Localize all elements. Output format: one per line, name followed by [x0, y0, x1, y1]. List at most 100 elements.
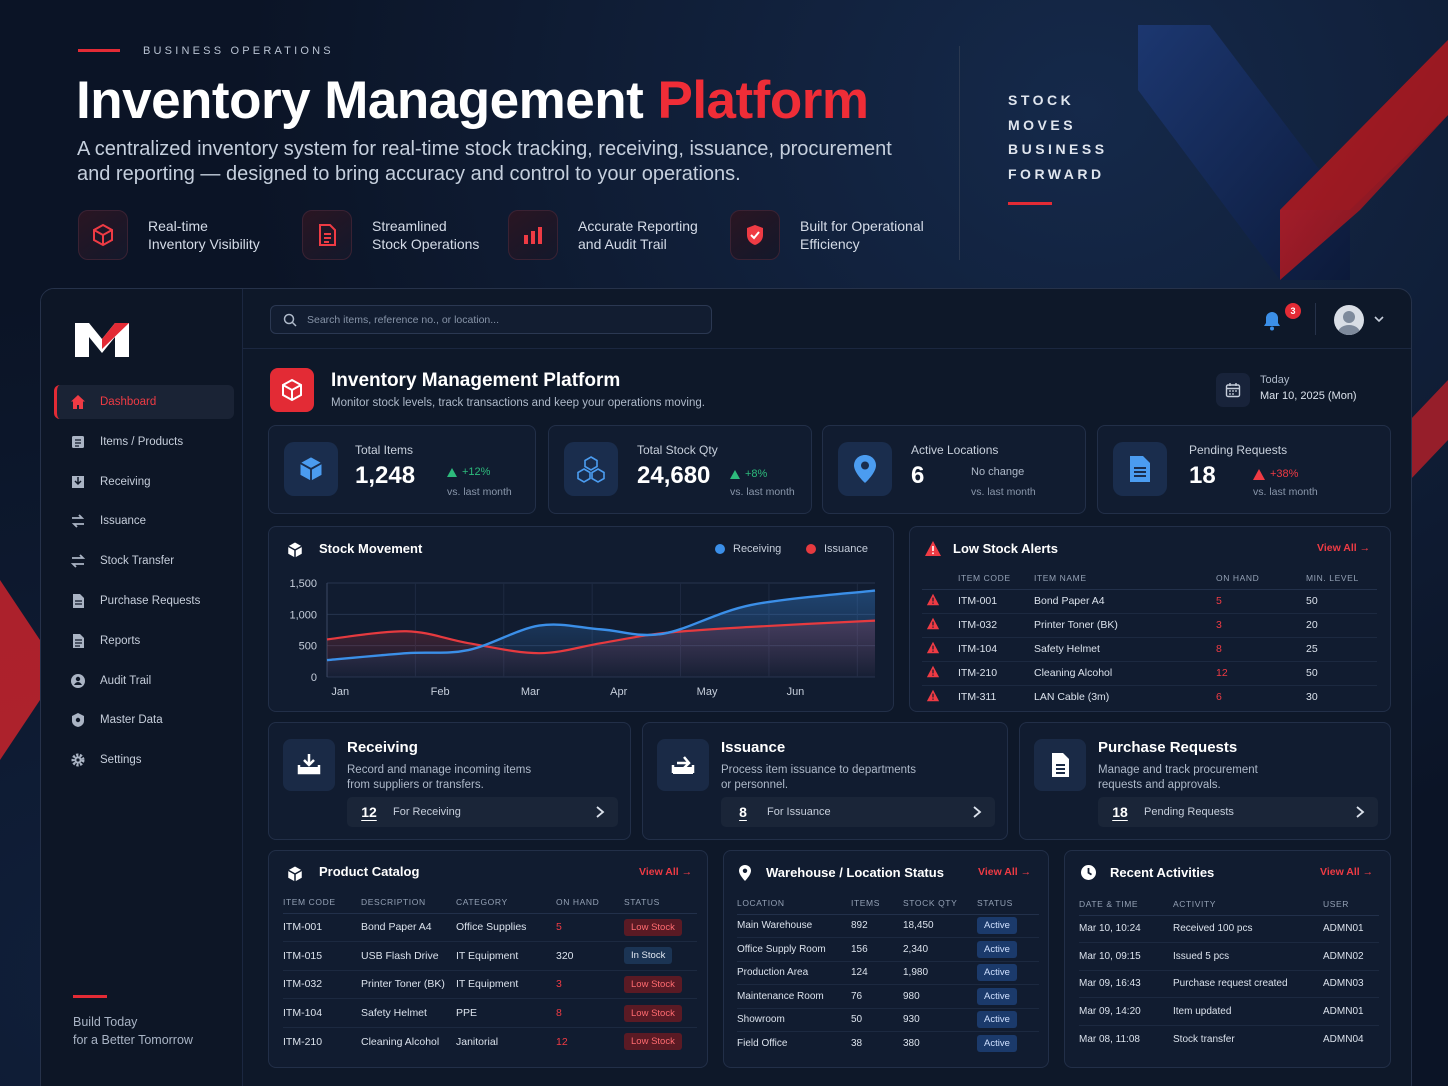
table-row[interactable]: ITM-311 LAN Cable (3m) 6 30 [922, 685, 1377, 709]
search-box[interactable] [270, 305, 712, 334]
table-cell: IT Equipment [456, 970, 556, 1000]
view-all-low-stock[interactable]: View All → [1317, 542, 1370, 554]
sidebar-item-items-products[interactable]: Items / Products [54, 425, 234, 459]
stat-delta: +8% [730, 468, 767, 480]
feature-label: Real-time Inventory Visibility [148, 218, 260, 252]
stat-value: 18 [1189, 462, 1216, 489]
right-red-shape [1410, 380, 1448, 480]
chevron-down-icon[interactable] [1373, 313, 1385, 325]
table-cell: Low Stock [624, 970, 697, 1000]
table-row[interactable]: Maintenance Room 76 980 Active [737, 984, 1039, 1009]
table-row[interactable]: ITM-001 Bond Paper A4 Office Supplies 5 Low … [283, 913, 697, 943]
col-header: STATUS [977, 892, 1039, 915]
feature-label: Streamlined Stock Operations [372, 218, 480, 252]
warehouse-title: Warehouse / Location Status [766, 865, 944, 880]
stat-value: 6 [911, 462, 925, 489]
stat-value: 24,680 [637, 462, 711, 489]
stat-label: Total Items [355, 443, 414, 457]
stat-delta-text: +12% [462, 466, 491, 478]
table-row[interactable]: ITM-104 Safety Helmet 8 25 [922, 637, 1377, 662]
warehouse-table: LOCATION ITEMS STOCK QTY STATUS Main War… [737, 892, 1039, 1055]
table-row[interactable]: Main Warehouse 892 18,450 Active [737, 914, 1039, 938]
view-all-warehouse[interactable]: View All → [978, 866, 1031, 878]
action-description: Process item issuance to departments or … [721, 764, 916, 791]
view-all-activities[interactable]: View All → [1320, 866, 1373, 878]
table-cell: ADMN01 [1323, 997, 1379, 1026]
table-row[interactable]: Mar 09, 16:43 Purchase request created ADM… [1079, 970, 1379, 998]
table-row[interactable]: Mar 09, 14:20 Item updated ADMN01 [1079, 997, 1379, 1026]
document-icon [1034, 739, 1086, 791]
table-row[interactable]: Mar 10, 10:24 Received 100 pcs ADMN01 [1079, 915, 1379, 943]
sidebar-item-dashboard[interactable]: Dashboard [54, 385, 234, 419]
table-cell: 8 [1216, 637, 1306, 662]
table-cell: 38 [851, 1038, 863, 1049]
table-cell: PPE [456, 998, 556, 1028]
col-header: STATUS [624, 891, 697, 914]
hero-title: Inventory Management Platform [76, 70, 869, 131]
table-row[interactable]: Office Supply Room 156 2,340 Active [737, 937, 1039, 962]
arrow-right-icon: → [681, 866, 693, 878]
table-cell: 2,340 [903, 937, 977, 962]
table-row[interactable]: Production Area 124 1,980 Active [737, 961, 1039, 985]
table-row[interactable]: Mar 08, 11:08 Stock transfer ADMN04 [1079, 1025, 1379, 1053]
arrow-right-icon: → [1359, 542, 1371, 554]
sidebar-item-receiving[interactable]: Receiving [54, 465, 234, 499]
table-row[interactable]: Mar 10, 09:15 Issued 5 pcs ADMN02 [1079, 942, 1379, 971]
chevron-right-icon [971, 805, 983, 824]
action-link-label: For Receiving [393, 806, 461, 818]
x-tick-label: Apr [610, 686, 627, 698]
inbox-icon [70, 474, 86, 490]
sidebar-item-purchase-requests[interactable]: Purchase Requests [54, 584, 234, 618]
sidebar-item-label: Settings [100, 754, 142, 767]
page-subtitle: Monitor stock levels, track transactions… [331, 397, 705, 409]
action-link-purchase-requests[interactable]: 18 Pending Requests [1098, 797, 1378, 827]
view-all-label: View All [1320, 866, 1360, 878]
table-row[interactable]: ITM-032 Printer Toner (BK) IT Equipment 3 Lo… [283, 970, 697, 1000]
low-stock-table: ITEM CODE ITEM NAME ON HAND MIN. LEVEL I… [922, 567, 1377, 709]
sidebar-item-reports[interactable]: Reports [54, 624, 234, 658]
cube-icon [270, 368, 314, 412]
table-row[interactable]: Showroom 50 930 Active [737, 1008, 1039, 1032]
action-title: Issuance [721, 739, 786, 756]
table-row[interactable]: ITM-015 USB Flash Drive IT Equipment 320 In … [283, 941, 697, 971]
table-cell: 156 [851, 937, 903, 962]
stat-delta-text: +38% [1270, 468, 1299, 480]
table-row[interactable]: Field Office 38 380 Active [737, 1032, 1039, 1056]
table-row[interactable]: ITM-032 Printer Toner (BK) 3 20 [922, 613, 1377, 638]
action-link-issuance[interactable]: 8 For Issuance [721, 797, 995, 827]
legend-label: Receiving [733, 543, 782, 555]
table-row[interactable]: ITM-210 Cleaning Alcohol Janitorial 12 Low S… [283, 1027, 697, 1056]
stat-delta-text: +8% [745, 468, 768, 480]
table-row[interactable]: ITM-210 Cleaning Alcohol 12 50 [922, 661, 1377, 686]
sidebar-item-issuance[interactable]: Issuance [54, 504, 234, 538]
avatar[interactable] [1334, 305, 1364, 335]
search-input[interactable] [307, 313, 687, 326]
col-header: ON HAND [556, 891, 624, 914]
app-logo [75, 323, 129, 357]
topbar: 3 [243, 289, 1411, 349]
view-all-catalog[interactable]: View All → [639, 866, 692, 878]
sidebar: Dashboard Items / Products Receiving Issuan… [41, 289, 243, 1086]
col-header: ITEM CODE [958, 567, 1034, 590]
table-cell: Showroom [737, 1008, 851, 1032]
main-content: Inventory Management Platform Monitor st… [243, 349, 1411, 1086]
sidebar-item-master-data[interactable]: Master Data [54, 703, 234, 737]
bell-icon[interactable] [1260, 309, 1284, 333]
table-cell: 5 [556, 913, 624, 943]
status-badge: Active [977, 1035, 1017, 1052]
action-link-receiving[interactable]: 12 For Receiving [347, 797, 618, 827]
table-cell: 76 [851, 984, 903, 1009]
sidebar-item-audit-trail[interactable]: Audit Trail [54, 664, 234, 698]
sidebar-item-label: Master Data [100, 714, 163, 727]
status-badge: Active [977, 917, 1017, 935]
warehouse-table-wrap: LOCATION ITEMS STOCK QTY STATUS Main War… [737, 892, 1039, 1055]
table-cell: Bond Paper A4 [361, 913, 456, 943]
sidebar-item-stock-transfer[interactable]: Stock Transfer [54, 544, 234, 578]
table-row[interactable]: ITM-001 Bond Paper A4 5 50 [922, 589, 1377, 614]
table-row[interactable]: ITM-104 Safety Helmet PPE 8 Low Stock [283, 998, 697, 1028]
status-badge: Low Stock [624, 1033, 682, 1051]
sidebar-item-settings[interactable]: Settings [54, 743, 234, 777]
table-cell: Item updated [1173, 997, 1323, 1026]
col-header: LOCATION [737, 892, 851, 915]
action-description: Manage and track procurement requests an… [1098, 764, 1258, 791]
